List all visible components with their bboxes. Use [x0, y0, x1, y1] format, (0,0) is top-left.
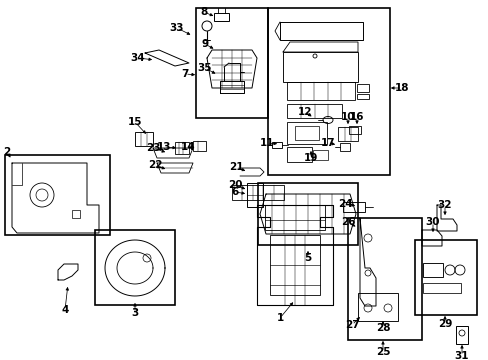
Bar [283, 52, 357, 82]
Bar [175, 142, 189, 154]
Text: 7: 7 [181, 69, 188, 79]
Text: 28: 28 [375, 323, 389, 333]
Bar [337, 127, 357, 141]
Bar [348, 126, 360, 134]
Text: 5: 5 [304, 253, 311, 263]
Bar [286, 122, 326, 144]
Text: 25: 25 [375, 347, 389, 357]
Text: 26: 26 [340, 217, 354, 227]
Bar [231, 185, 284, 200]
Bar [414, 240, 476, 315]
Bar [5, 155, 110, 235]
Bar [264, 205, 325, 230]
Text: 22: 22 [147, 160, 162, 170]
Text: 3: 3 [131, 308, 138, 318]
Bar [294, 126, 318, 140]
Text: 2: 2 [3, 147, 11, 157]
Bar [286, 82, 354, 100]
Text: 11: 11 [259, 138, 274, 148]
Bar [422, 283, 460, 293]
Text: 12: 12 [297, 107, 312, 117]
Bar [357, 293, 397, 321]
Bar [286, 104, 341, 118]
Bar [339, 143, 349, 151]
Text: 1: 1 [276, 313, 283, 323]
Text: 30: 30 [425, 217, 439, 227]
Bar [455, 326, 467, 344]
Bar [286, 147, 311, 162]
Bar [347, 218, 421, 340]
Text: 18: 18 [394, 83, 408, 93]
Bar [356, 94, 368, 99]
Bar [269, 235, 319, 295]
Text: 16: 16 [349, 112, 364, 122]
Text: 15: 15 [127, 117, 142, 127]
Bar [312, 150, 327, 160]
Bar [193, 141, 205, 151]
Text: 10: 10 [340, 112, 354, 122]
Bar [267, 8, 389, 175]
Bar [135, 132, 153, 146]
Bar [356, 84, 368, 92]
Text: 35: 35 [197, 63, 212, 73]
Text: 20: 20 [227, 180, 242, 190]
Text: 33: 33 [169, 23, 184, 33]
Text: 31: 31 [454, 351, 468, 360]
Text: 34: 34 [130, 53, 145, 63]
Text: 23: 23 [145, 143, 160, 153]
Text: 4: 4 [61, 305, 68, 315]
Text: 19: 19 [303, 153, 318, 163]
Text: 6: 6 [231, 187, 238, 197]
Bar [196, 8, 267, 118]
Text: 32: 32 [437, 200, 451, 210]
Bar [72, 210, 80, 218]
Bar [258, 183, 357, 245]
Bar [214, 13, 228, 21]
Text: 8: 8 [200, 7, 207, 17]
Bar [342, 202, 364, 212]
Text: 29: 29 [437, 319, 451, 329]
Bar [246, 183, 263, 207]
Text: 14: 14 [181, 142, 195, 152]
Text: 13: 13 [157, 142, 171, 152]
Text: 17: 17 [320, 138, 335, 148]
Text: 24: 24 [337, 199, 351, 209]
Text: 21: 21 [228, 162, 243, 172]
Bar [422, 263, 442, 277]
Text: 27: 27 [344, 320, 359, 330]
Text: 9: 9 [201, 39, 208, 49]
Bar [271, 142, 282, 148]
Bar [95, 230, 175, 305]
